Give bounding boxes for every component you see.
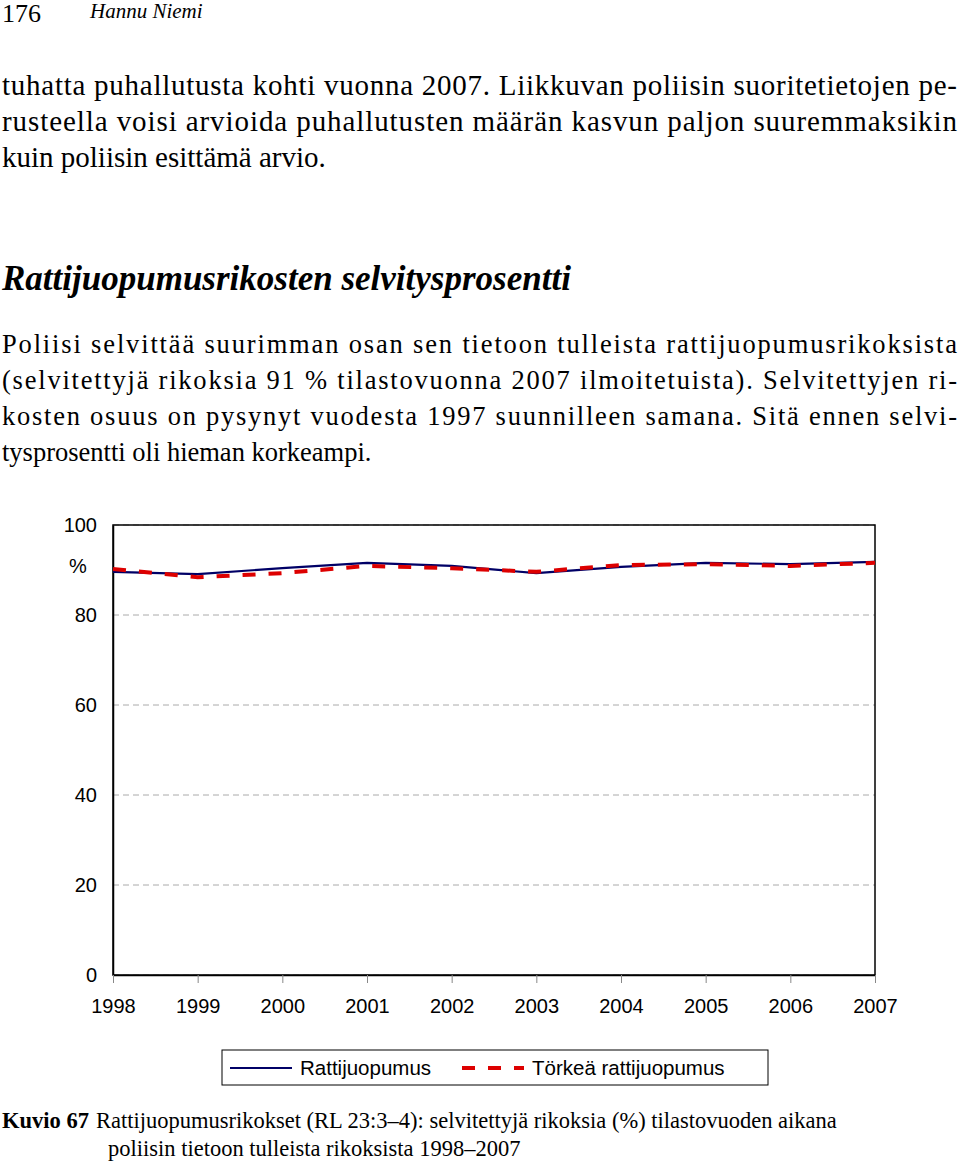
grid-line — [113, 885, 875, 886]
y-axis-line — [113, 526, 115, 976]
legend-swatch — [230, 1067, 292, 1069]
x-tick-mark — [198, 975, 199, 983]
page: 176 Hannu Niemi tuhatta puhallutusta kohti… — [0, 0, 960, 1167]
y-tick: 100 — [64, 514, 113, 536]
x-tick: 1999 — [176, 975, 221, 1017]
paragraph-line: Poliisi selvittää suurimman osan sen tie… — [2, 329, 957, 359]
caption-line: poliisin tietoon tulleista rikoksista 19… — [108, 1136, 520, 1161]
x-axis: 1998 1999 2000 2001 2002 2003 2004 2005 2006 2007 — [91, 975, 898, 1017]
paragraph-line: (selvitettyjä rikoksia 91 % tilastovuonn… — [2, 365, 957, 395]
y-tick: 0 — [86, 964, 113, 986]
x-tick-label: 2002 — [430, 995, 475, 1017]
grid-line — [113, 705, 875, 706]
x-tick: 2005 — [684, 975, 729, 1017]
y-tick: 20 — [75, 874, 113, 896]
caption-line: Rattijuopumusrikokset (RL 23:3–4): selvi… — [96, 1108, 837, 1133]
figure-label: Kuvio 67 — [2, 1108, 89, 1133]
legend-box — [222, 1050, 768, 1085]
page-number: 176 — [2, 0, 41, 28]
y-axis: 0 20 40 60 80 100 — [64, 514, 114, 986]
y-tick-label: 40 — [75, 784, 97, 806]
y-tick-label: 80 — [75, 604, 97, 626]
paragraph-line: tuhatta puhallutusta kohti vuonna 2007. … — [2, 69, 957, 101]
legend: Rattijuopumus Törkeä rattijuopumus — [222, 1050, 768, 1085]
paragraph-line: rusteella voisi arvioida puhallutusten m… — [2, 105, 958, 137]
x-tick: 2006 — [769, 975, 814, 1017]
x-tick: 2003 — [515, 975, 560, 1017]
running-author: Hannu Niemi — [89, 0, 203, 23]
y-tick-label: 20 — [75, 874, 97, 896]
x-tick-label: 2005 — [684, 995, 729, 1017]
x-tick-mark — [452, 975, 453, 983]
x-tick-label: 2001 — [345, 995, 390, 1017]
x-tick-label: 1998 — [91, 995, 136, 1017]
y-tick-label: 0 — [86, 964, 97, 986]
x-tick: 1998 — [91, 975, 136, 1017]
x-tick-label: 1999 — [176, 995, 221, 1017]
y-tick: 40 — [75, 784, 113, 806]
y-axis-title: % — [69, 555, 87, 577]
x-tick-mark — [113, 975, 114, 983]
x-tick: 2001 — [345, 975, 390, 1017]
plot-frame — [113, 525, 875, 975]
grid — [113, 525, 875, 975]
paragraph-line: kosten osuus on pysynyt vuodesta 1997 su… — [2, 401, 957, 431]
x-tick-label: 2007 — [853, 995, 898, 1017]
series-line — [113, 563, 875, 577]
grid-line — [113, 795, 875, 796]
x-tick: 2002 — [430, 975, 475, 1017]
y-tick: 80 — [75, 604, 113, 626]
legend-label: Törkeä rattijuopumus — [532, 1056, 725, 1079]
x-tick-mark — [790, 975, 791, 983]
x-tick-mark — [706, 975, 707, 983]
x-tick-mark — [282, 975, 283, 983]
paragraph-line: tysprosentti oli hieman korkeampi. — [2, 437, 371, 467]
x-tick: 2004 — [599, 975, 644, 1017]
x-tick-label: 2006 — [769, 995, 814, 1017]
paragraph-line: kuin poliisin esittämä arvio. — [2, 141, 326, 173]
x-tick: 2007 — [853, 975, 898, 1017]
legend-label: Rattijuopumus — [300, 1056, 431, 1079]
y-tick-label: 60 — [75, 694, 97, 716]
y-tick-label: 100 — [64, 514, 97, 536]
series-line — [113, 562, 875, 574]
x-tick-label: 2004 — [599, 995, 644, 1017]
legend-swatch — [462, 1066, 524, 1070]
y-tick: 60 — [75, 694, 113, 716]
x-tick-label: 2000 — [261, 995, 306, 1017]
x-tick-mark — [367, 975, 368, 983]
x-tick-mark — [536, 975, 537, 983]
x-tick: 2000 — [261, 975, 306, 1017]
grid-line — [113, 615, 875, 616]
section-heading: Rattijuopumusrikosten selvitysprosentti — [1, 259, 571, 298]
x-tick-mark — [875, 975, 876, 983]
x-tick-label: 2003 — [515, 995, 560, 1017]
series-group — [113, 562, 875, 577]
x-tick-mark — [621, 975, 622, 983]
x-axis-line — [114, 975, 876, 977]
figure-caption: Kuvio 67 Rattijuopumusrikokset (RL 23:3–4… — [2, 1108, 837, 1133]
chart: 0 20 40 60 80 100% 1998 1999 2000 2001 2002 2003 200… — [64, 514, 898, 1085]
